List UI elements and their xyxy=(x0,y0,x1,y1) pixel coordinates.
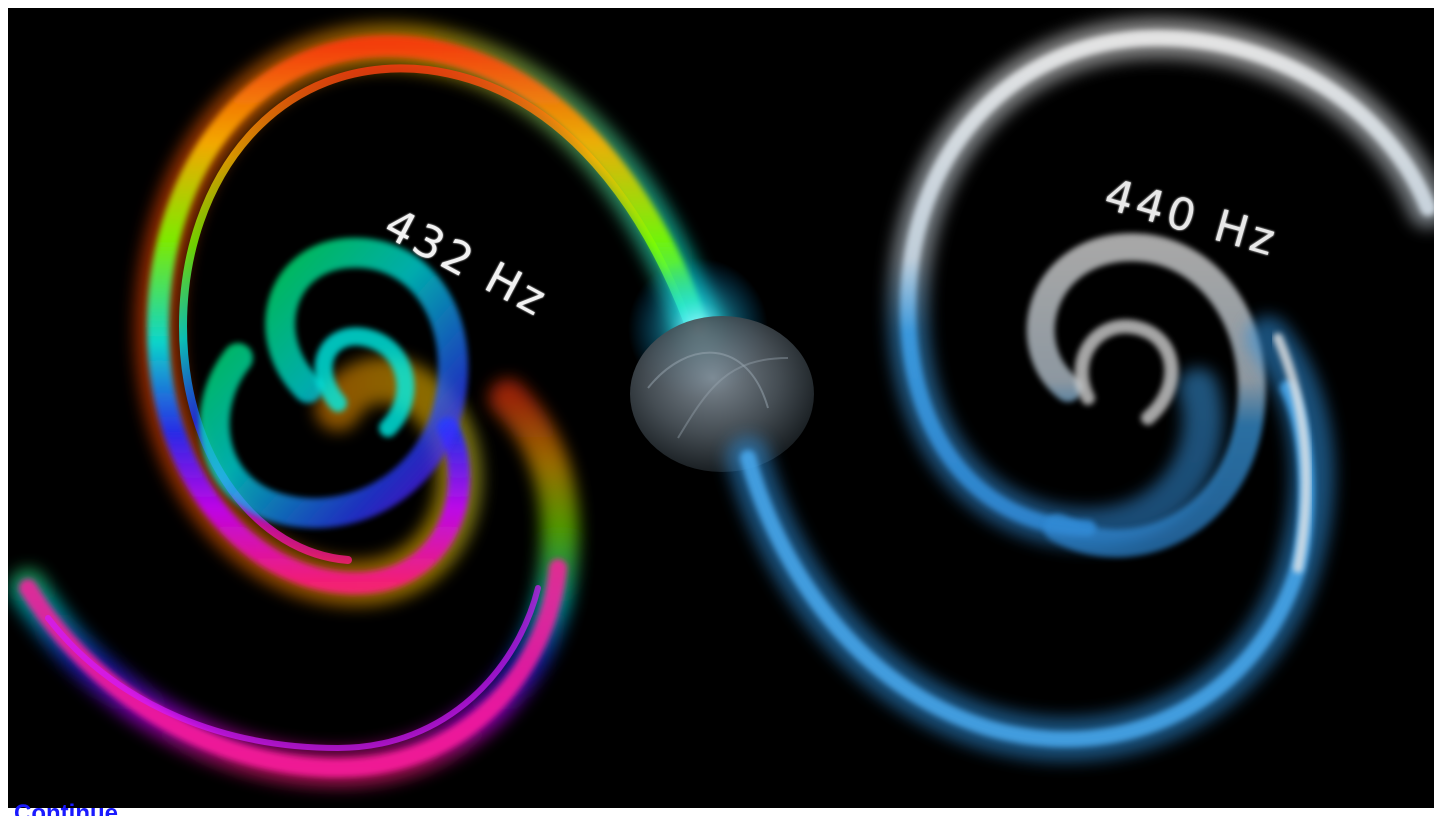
hero-image: 432 Hz 440 Hz xyxy=(8,8,1434,808)
continue-link[interactable]: Continue xyxy=(14,800,118,816)
rainbow-spiral xyxy=(9,23,721,788)
white-blue-spiral xyxy=(726,17,1434,762)
swirl-artwork xyxy=(9,17,1434,788)
center-orb xyxy=(628,258,814,472)
